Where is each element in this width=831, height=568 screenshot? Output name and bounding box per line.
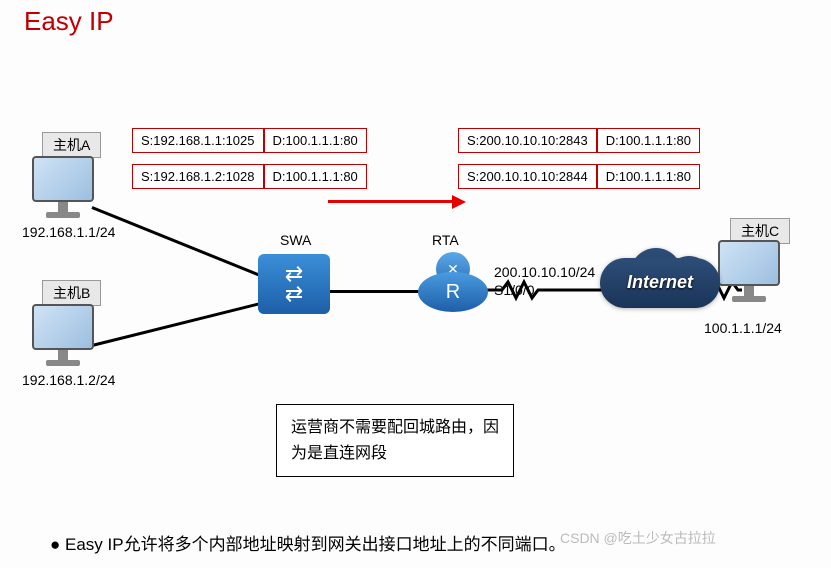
host-b-icon [32,304,94,366]
note-line1: 运营商不需要配回城路由，因 [291,415,499,441]
router-icon: R [418,272,488,312]
translation-arrow-head [452,195,466,209]
switch-icon: ⇄⇄ [258,254,330,314]
internet-label: Internet [600,272,720,293]
page-title: Easy IP [24,6,114,37]
packet-s: S:192.168.1.2:1028 [132,164,264,189]
packet-d: D:100.1.1.1:80 [597,128,700,153]
packet-right-top: S:200.10.10.10:2843 D:100.1.1.1:80 [458,128,700,153]
rta-label: RTA [432,232,459,248]
host-c-ip: 100.1.1.1/24 [704,320,782,336]
bullet-description: ● Easy IP允许将多个内部地址映射到网关出接口地址上的不同端口。 [50,530,566,555]
router-iface-ip: 200.10.10.10/24 [494,264,595,280]
host-a-ip: 192.168.1.1/24 [22,224,115,240]
host-a-icon [32,156,94,218]
packet-left-top: S:192.168.1.1:1025 D:100.1.1.1:80 [132,128,367,153]
swa-label: SWA [280,232,311,248]
host-b-ip: 192.168.1.2/24 [22,372,115,388]
host-a-label: 主机A [42,132,101,158]
link-hostb-swa [92,298,277,347]
packet-d: D:100.1.1.1:80 [264,164,367,189]
router-iface-name: S1/0/0 [494,282,534,298]
translation-arrow-line [328,200,452,203]
packet-d: D:100.1.1.1:80 [597,164,700,189]
host-b-label: 主机B [42,280,101,306]
packet-right-bot: S:200.10.10.10:2844 D:100.1.1.1:80 [458,164,700,189]
packet-s: S:200.10.10.10:2843 [458,128,597,153]
note-line2: 为是直连网段 [291,441,499,467]
host-c-icon [718,240,780,302]
packet-d: D:100.1.1.1:80 [264,128,367,153]
watermark: CSDN @吃土少女古拉拉 [560,528,716,548]
link-hosta-swa [91,206,259,276]
packet-left-bot: S:192.168.1.2:1028 D:100.1.1.1:80 [132,164,367,189]
packet-s: S:192.168.1.1:1025 [132,128,264,153]
note-box: 运营商不需要配回城路由，因 为是直连网段 [276,404,514,477]
packet-s: S:200.10.10.10:2844 [458,164,597,189]
internet-cloud-icon: Internet [600,246,720,316]
link-swa-rta [330,290,422,293]
